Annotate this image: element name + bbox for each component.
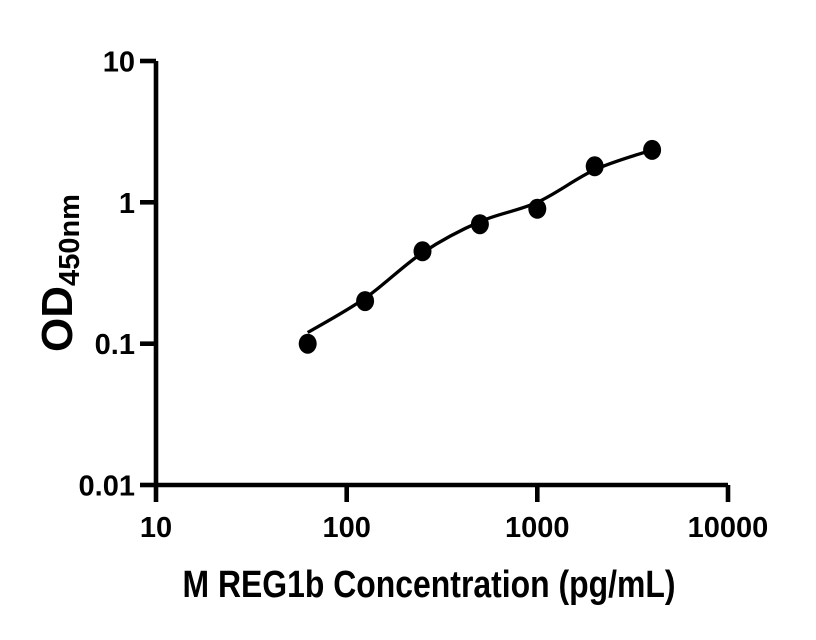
y-axis-title-main: OD [33,286,82,352]
axis-lines [153,61,728,488]
y-ticks [140,58,156,488]
data-point-marker [356,291,375,312]
data-point-marker [298,333,317,354]
y-tick-label: 0.1 [95,329,135,361]
y-tick-labels: 10 1 0.1 0.01 [79,47,135,503]
y-tick-label: 10 [103,47,135,79]
x-axis-title: M REG1b Concentration (pg/mL) [183,564,676,606]
data-point-marker [585,156,604,177]
y-tick-label: 0.01 [79,471,135,503]
data-point-marker [470,214,489,235]
x-tick-label: 10000 [688,512,769,544]
y-axis-title: OD450nm [33,194,86,352]
data-points [298,139,662,354]
data-point-marker [528,198,547,219]
y-tick-label: 1 [119,188,135,220]
x-ticks [153,485,731,502]
y-axis-title-sub: 450nm [54,194,86,286]
axes: 10 100 1000 10000 10 1 0.1 0.01 [79,47,769,545]
x-tick-label: 100 [323,512,371,544]
data-point-marker [643,139,662,160]
x-tick-labels: 10 100 1000 10000 [140,512,768,544]
data-point-marker [413,241,432,262]
x-tick-label: 10 [140,512,172,544]
x-tick-label: 1000 [505,512,570,544]
